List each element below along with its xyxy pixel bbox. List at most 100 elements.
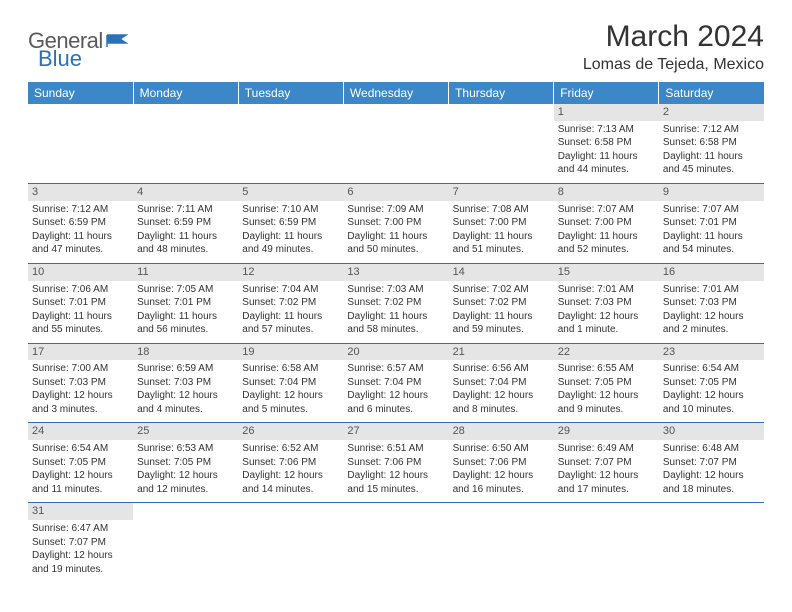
day-number: 13	[343, 264, 448, 281]
daylight-text: and 1 minute.	[558, 323, 655, 337]
sunrise-text: Sunrise: 6:53 AM	[137, 442, 234, 456]
calendar-cell	[238, 503, 343, 582]
day-number: 19	[238, 344, 343, 361]
calendar-cell: 14Sunrise: 7:02 AMSunset: 7:02 PMDayligh…	[449, 263, 554, 343]
calendar-cell: 4Sunrise: 7:11 AMSunset: 6:59 PMDaylight…	[133, 183, 238, 263]
daylight-text: Daylight: 12 hours	[242, 469, 339, 483]
daylight-text: Daylight: 12 hours	[137, 389, 234, 403]
day-number: 23	[659, 344, 764, 361]
calendar-cell: 15Sunrise: 7:01 AMSunset: 7:03 PMDayligh…	[554, 263, 659, 343]
daylight-text: Daylight: 12 hours	[558, 310, 655, 324]
calendar-cell	[554, 503, 659, 582]
daylight-text: Daylight: 11 hours	[453, 310, 550, 324]
calendar-row: 1Sunrise: 7:13 AMSunset: 6:58 PMDaylight…	[28, 104, 764, 183]
day-number: 10	[28, 264, 133, 281]
calendar-row: 24Sunrise: 6:54 AMSunset: 7:05 PMDayligh…	[28, 423, 764, 503]
calendar-cell: 3Sunrise: 7:12 AMSunset: 6:59 PMDaylight…	[28, 183, 133, 263]
daylight-text: and 57 minutes.	[242, 323, 339, 337]
calendar-cell	[449, 104, 554, 183]
sunset-text: Sunset: 7:04 PM	[347, 376, 444, 390]
daylight-text: Daylight: 12 hours	[32, 389, 129, 403]
calendar-cell: 31Sunrise: 6:47 AMSunset: 7:07 PMDayligh…	[28, 503, 133, 582]
daylight-text: and 54 minutes.	[663, 243, 760, 257]
daylight-text: and 11 minutes.	[32, 483, 129, 497]
daylight-text: Daylight: 12 hours	[453, 469, 550, 483]
day-number: 22	[554, 344, 659, 361]
weekday-header: Friday	[554, 82, 659, 104]
sunset-text: Sunset: 7:07 PM	[32, 536, 129, 550]
title-block: March 2024 Lomas de Tejeda, Mexico	[583, 20, 764, 74]
day-number: 7	[449, 184, 554, 201]
sunset-text: Sunset: 6:59 PM	[137, 216, 234, 230]
calendar-cell: 10Sunrise: 7:06 AMSunset: 7:01 PMDayligh…	[28, 263, 133, 343]
calendar-cell	[659, 503, 764, 582]
sunrise-text: Sunrise: 6:54 AM	[32, 442, 129, 456]
calendar-cell: 1Sunrise: 7:13 AMSunset: 6:58 PMDaylight…	[554, 104, 659, 183]
calendar-cell: 12Sunrise: 7:04 AMSunset: 7:02 PMDayligh…	[238, 263, 343, 343]
sunset-text: Sunset: 6:58 PM	[663, 136, 760, 150]
calendar-cell: 28Sunrise: 6:50 AMSunset: 7:06 PMDayligh…	[449, 423, 554, 503]
calendar-cell: 25Sunrise: 6:53 AMSunset: 7:05 PMDayligh…	[133, 423, 238, 503]
sunrise-text: Sunrise: 6:48 AM	[663, 442, 760, 456]
sunrise-text: Sunrise: 6:58 AM	[242, 362, 339, 376]
calendar-cell: 7Sunrise: 7:08 AMSunset: 7:00 PMDaylight…	[449, 183, 554, 263]
day-number: 29	[554, 423, 659, 440]
day-number: 2	[659, 104, 764, 121]
day-number: 3	[28, 184, 133, 201]
calendar-cell: 23Sunrise: 6:54 AMSunset: 7:05 PMDayligh…	[659, 343, 764, 423]
day-number: 31	[28, 503, 133, 520]
day-number: 14	[449, 264, 554, 281]
sunrise-text: Sunrise: 7:12 AM	[32, 203, 129, 217]
sunset-text: Sunset: 6:59 PM	[242, 216, 339, 230]
daylight-text: and 18 minutes.	[663, 483, 760, 497]
sunrise-text: Sunrise: 6:59 AM	[137, 362, 234, 376]
daylight-text: Daylight: 12 hours	[453, 389, 550, 403]
day-number: 15	[554, 264, 659, 281]
sunset-text: Sunset: 7:01 PM	[137, 296, 234, 310]
daylight-text: and 52 minutes.	[558, 243, 655, 257]
daylight-text: and 19 minutes.	[32, 563, 129, 577]
sunset-text: Sunset: 6:58 PM	[558, 136, 655, 150]
day-number: 16	[659, 264, 764, 281]
daylight-text: Daylight: 12 hours	[663, 469, 760, 483]
daylight-text: Daylight: 12 hours	[558, 469, 655, 483]
day-number: 12	[238, 264, 343, 281]
daylight-text: and 5 minutes.	[242, 403, 339, 417]
daylight-text: and 2 minutes.	[663, 323, 760, 337]
sunrise-text: Sunrise: 7:06 AM	[32, 283, 129, 297]
sunrise-text: Sunrise: 6:50 AM	[453, 442, 550, 456]
daylight-text: and 51 minutes.	[453, 243, 550, 257]
day-number: 1	[554, 104, 659, 121]
daylight-text: and 6 minutes.	[347, 403, 444, 417]
calendar-cell	[28, 104, 133, 183]
day-number: 28	[449, 423, 554, 440]
day-number: 9	[659, 184, 764, 201]
calendar-row: 31Sunrise: 6:47 AMSunset: 7:07 PMDayligh…	[28, 503, 764, 582]
sunset-text: Sunset: 7:05 PM	[32, 456, 129, 470]
sunset-text: Sunset: 7:00 PM	[453, 216, 550, 230]
daylight-text: and 15 minutes.	[347, 483, 444, 497]
sunrise-text: Sunrise: 6:54 AM	[663, 362, 760, 376]
sunrise-text: Sunrise: 7:02 AM	[453, 283, 550, 297]
calendar-cell	[238, 104, 343, 183]
calendar-cell: 20Sunrise: 6:57 AMSunset: 7:04 PMDayligh…	[343, 343, 448, 423]
calendar-cell: 17Sunrise: 7:00 AMSunset: 7:03 PMDayligh…	[28, 343, 133, 423]
day-number: 26	[238, 423, 343, 440]
daylight-text: and 44 minutes.	[558, 163, 655, 177]
daylight-text: Daylight: 12 hours	[347, 389, 444, 403]
sunset-text: Sunset: 6:59 PM	[32, 216, 129, 230]
day-number: 27	[343, 423, 448, 440]
daylight-text: Daylight: 12 hours	[558, 389, 655, 403]
day-number: 6	[343, 184, 448, 201]
daylight-text: and 17 minutes.	[558, 483, 655, 497]
location: Lomas de Tejeda, Mexico	[583, 56, 764, 74]
daylight-text: Daylight: 11 hours	[137, 230, 234, 244]
flag-icon	[106, 34, 128, 53]
sunset-text: Sunset: 7:02 PM	[347, 296, 444, 310]
daylight-text: and 55 minutes.	[32, 323, 129, 337]
sunset-text: Sunset: 7:03 PM	[663, 296, 760, 310]
calendar-body: 1Sunrise: 7:13 AMSunset: 6:58 PMDaylight…	[28, 104, 764, 582]
calendar-cell	[343, 104, 448, 183]
sunset-text: Sunset: 7:06 PM	[347, 456, 444, 470]
calendar-table: Sunday Monday Tuesday Wednesday Thursday…	[28, 82, 764, 582]
